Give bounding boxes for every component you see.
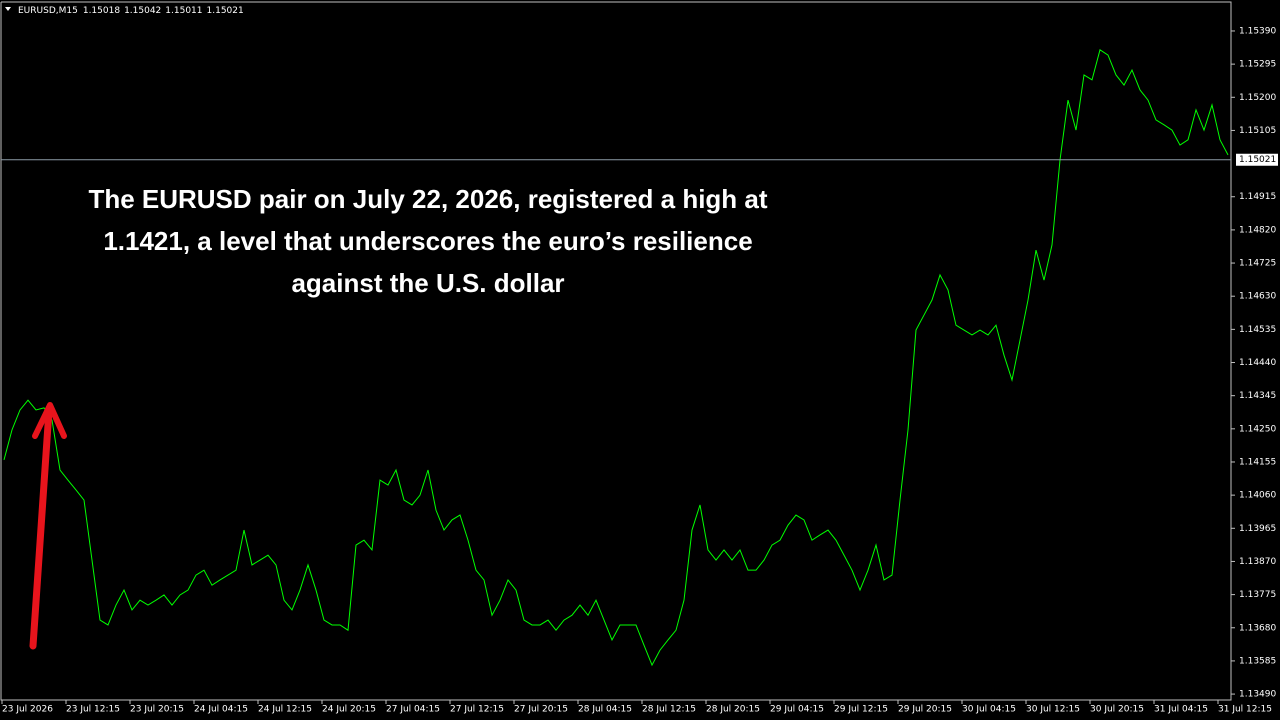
y-tick-label: 1.13775 xyxy=(1239,590,1276,600)
annotation-arrow xyxy=(29,406,53,650)
y-tick-label: 1.13680 xyxy=(1239,623,1276,633)
x-tick-label: 31 Jul 04:15 xyxy=(1154,705,1208,715)
symbol: EURUSD,M15 xyxy=(18,6,78,16)
y-tick-label: 1.14535 xyxy=(1239,325,1276,335)
plot-frame xyxy=(0,1,1232,701)
y-tick-label: 1.15295 xyxy=(1239,60,1276,70)
x-tick-label: 29 Jul 12:15 xyxy=(834,705,888,715)
y-tick-label: 1.14155 xyxy=(1239,457,1276,467)
open-price: 1.15018 xyxy=(83,6,120,16)
x-tick-label: 24 Jul 20:15 xyxy=(322,705,376,715)
annotation-line: against the U.S. dollar xyxy=(291,268,564,298)
x-tick-label: 24 Jul 12:15 xyxy=(258,705,312,715)
y-tick-label: 1.14915 xyxy=(1239,192,1276,202)
y-tick-label: 1.15200 xyxy=(1239,93,1276,103)
x-tick-label: 28 Jul 12:15 xyxy=(642,705,696,715)
x-tick-label: 28 Jul 20:15 xyxy=(706,705,760,715)
y-tick-label: 1.14630 xyxy=(1239,292,1276,302)
x-tick-label: 30 Jul 04:15 xyxy=(962,705,1016,715)
x-tick-label: 28 Jul 04:15 xyxy=(578,705,632,715)
x-tick-label: 30 Jul 12:15 xyxy=(1026,705,1080,715)
x-tick-label: 23 Jul 20:15 xyxy=(130,705,184,715)
high-price: 1.15042 xyxy=(124,6,161,16)
x-tick-label: 29 Jul 04:15 xyxy=(770,705,824,715)
plot-area: 1.15390 1.15295 1.15200 1.15105 1.14915 1.148… xyxy=(1,26,1278,715)
low-price: 1.15011 xyxy=(165,6,202,16)
y-tick-label: 1.13870 xyxy=(1239,557,1276,567)
x-tick-label: 27 Jul 04:15 xyxy=(386,705,440,715)
y-tick-label: 1.13585 xyxy=(1239,656,1276,666)
y-tick-label: 1.14725 xyxy=(1239,259,1276,269)
x-tick-label: 27 Jul 20:15 xyxy=(514,705,568,715)
current-price-label: 1.15021 xyxy=(1239,155,1276,165)
annotation-line: 1.1421, a level that underscores the eur… xyxy=(103,226,752,256)
annotation-arrow-head xyxy=(32,402,67,439)
y-tick-label: 1.13490 xyxy=(1239,690,1276,700)
current-price-box xyxy=(1236,153,1278,166)
y-tick-label: 1.14060 xyxy=(1239,491,1276,501)
y-tick-label: 1.14345 xyxy=(1239,391,1276,401)
x-tick-label: 31 Jul 12:15 xyxy=(1218,705,1272,715)
y-tick-label: 1.15105 xyxy=(1239,126,1276,136)
close-price: 1.15021 xyxy=(207,6,244,16)
x-tick-label: 29 Jul 20:15 xyxy=(898,705,952,715)
y-tick-label: 1.14820 xyxy=(1239,225,1276,235)
x-tick-label: 24 Jul 04:15 xyxy=(194,705,248,715)
y-tick-label: 1.14440 xyxy=(1239,358,1276,368)
y-tick-label: 1.13965 xyxy=(1239,524,1276,534)
symbol-header: EURUSD,M15 1.15018 1.15042 1.15011 1.15021 xyxy=(18,6,244,16)
x-tick-label: 30 Jul 20:15 xyxy=(1090,705,1144,715)
x-tick-label: 27 Jul 12:15 xyxy=(450,705,504,715)
x-tick-label: 23 Jul 12:15 xyxy=(66,705,120,715)
y-tick-label: 1.15390 xyxy=(1239,26,1276,36)
y-tick-label: 1.14250 xyxy=(1239,424,1276,434)
annotation-line: The EURUSD pair on July 22, 2026, regist… xyxy=(88,184,767,214)
x-tick-label: 23 Jul 2026 xyxy=(2,705,53,715)
price-line xyxy=(3,49,1229,667)
symbol-menu-arrow[interactable] xyxy=(5,7,11,11)
